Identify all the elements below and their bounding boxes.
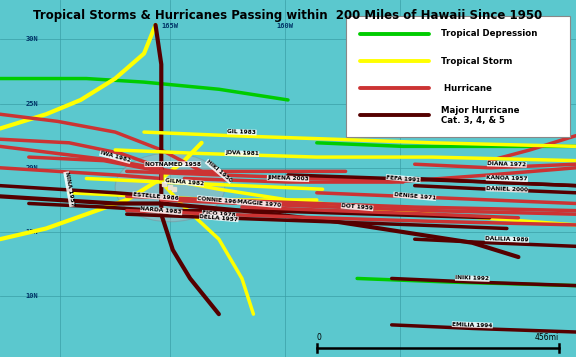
Text: 20N: 20N: [25, 165, 38, 171]
Text: NINA 1957: NINA 1957: [63, 172, 75, 207]
Text: DIANA 1972: DIANA 1972: [487, 161, 526, 167]
Text: KANOA 1957: KANOA 1957: [486, 175, 528, 182]
Text: EMILIA 1994: EMILIA 1994: [452, 322, 492, 328]
Text: 25N: 25N: [25, 101, 38, 106]
Text: NARDA 1983: NARDA 1983: [141, 206, 182, 215]
Text: ESTELLE 1986: ESTELLE 1986: [132, 192, 179, 201]
FancyBboxPatch shape: [346, 16, 570, 137]
Text: Hurricane: Hurricane: [441, 84, 491, 93]
Text: FEFA 1991: FEFA 1991: [386, 175, 420, 182]
Text: FICO 1978: FICO 1978: [202, 210, 236, 218]
Text: JIMENA 2003: JIMENA 2003: [267, 175, 309, 182]
Text: GILMA 1982: GILMA 1982: [165, 178, 204, 186]
Text: 10N: 10N: [25, 293, 38, 299]
Text: 456mi: 456mi: [535, 333, 559, 342]
Text: DENISE 1971: DENISE 1971: [393, 192, 436, 201]
Text: JOVA 1981: JOVA 1981: [225, 150, 259, 157]
Text: 0: 0: [317, 333, 321, 342]
Text: GIL 1983: GIL 1983: [228, 129, 256, 135]
Text: CONNIE 1966: CONNIE 1966: [197, 196, 241, 204]
Text: IWA 1982: IWA 1982: [100, 151, 131, 164]
Text: 165W: 165W: [161, 22, 179, 29]
Ellipse shape: [115, 153, 225, 222]
Text: DALILIA 1989: DALILIA 1989: [485, 236, 529, 242]
Text: Tropical Storm: Tropical Storm: [441, 56, 512, 66]
Text: INIKI 1992: INIKI 1992: [455, 275, 490, 282]
Text: HIKI 1950: HIKI 1950: [205, 159, 233, 183]
Text: 30N: 30N: [25, 36, 38, 42]
Text: 155W: 155W: [392, 22, 409, 29]
Text: Tropical Depression: Tropical Depression: [441, 29, 537, 39]
Text: Major Hurricane
Cat. 3, 4, & 5: Major Hurricane Cat. 3, 4, & 5: [441, 106, 519, 125]
Text: Tropical Storms & Hurricanes Passing within  200 Miles of Hawaii Since 1950: Tropical Storms & Hurricanes Passing wit…: [33, 9, 543, 22]
Text: 15N: 15N: [25, 229, 38, 235]
Text: 160W: 160W: [276, 22, 294, 29]
Text: DELLA 1957: DELLA 1957: [199, 213, 238, 222]
Text: NOTNAMED 1958: NOTNAMED 1958: [145, 162, 201, 167]
Text: DANIEL 2000: DANIEL 2000: [486, 186, 528, 192]
Text: MAGGIE 1970: MAGGIE 1970: [237, 199, 282, 208]
Text: DOT 1959: DOT 1959: [341, 203, 373, 211]
